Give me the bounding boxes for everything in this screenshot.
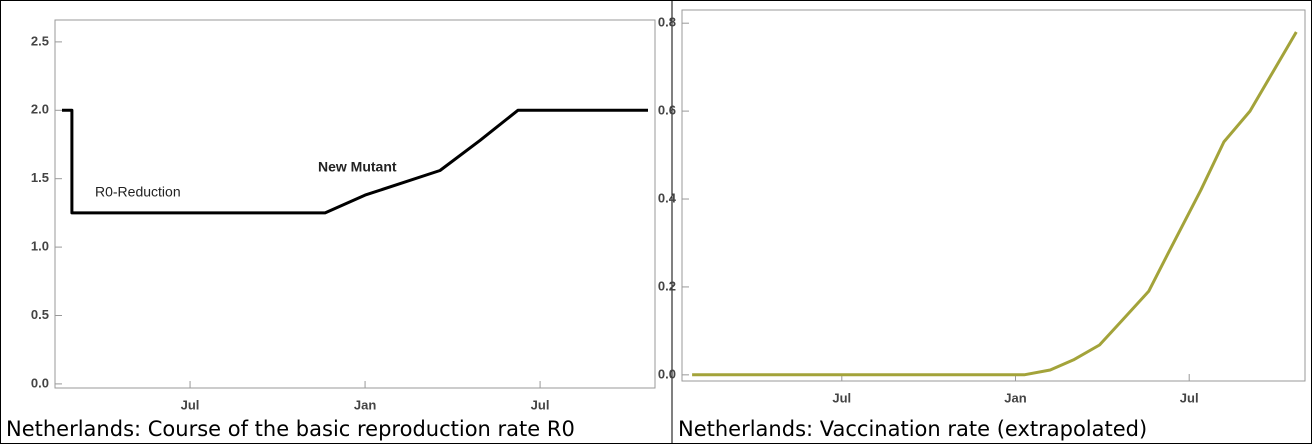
y-tick-label: 0.0 (658, 366, 676, 381)
annotation: R0-Reduction (95, 184, 181, 200)
x-tick-label: Jul (1180, 390, 1199, 405)
x-tick-label: Jul (181, 397, 200, 412)
y-tick-label: 0.8 (658, 15, 676, 30)
caption: Netherlands: Vaccination rate (extrapola… (678, 417, 1147, 441)
y-tick-label: 2.0 (31, 102, 49, 117)
x-tick-label: Jul (531, 397, 550, 412)
plot-frame (54, 19, 656, 389)
y-tick-label: 0.5 (31, 307, 49, 322)
data-line (692, 31, 1298, 377)
y-tick-label: 0.2 (658, 278, 676, 293)
x-tick-label: Jan (354, 397, 376, 412)
y-tick-label: 0.4 (658, 190, 677, 205)
data-line (62, 108, 648, 215)
y-tick-label: 2.5 (31, 33, 49, 48)
y-tick-label: 0.0 (31, 375, 49, 390)
y-tick-label: 1.0 (31, 239, 49, 254)
x-tick-label: Jul (832, 390, 851, 405)
y-tick-label: 0.6 (658, 103, 676, 118)
plot-frame (681, 9, 1306, 382)
annotation: New Mutant (318, 159, 397, 175)
y-tick-label: 1.5 (31, 170, 49, 185)
x-tick-label: Jan (1004, 390, 1026, 405)
caption: Netherlands: Course of the basic reprodu… (6, 417, 575, 441)
